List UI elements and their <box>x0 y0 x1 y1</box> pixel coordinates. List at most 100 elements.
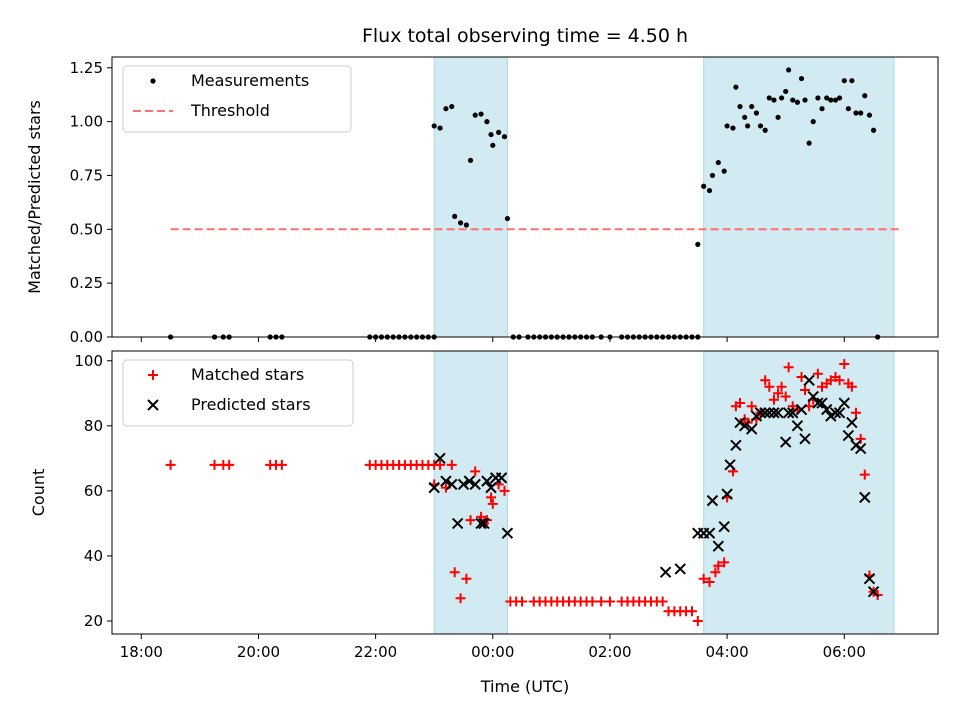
data-point <box>870 127 877 133</box>
data-point <box>760 375 771 386</box>
data-point <box>764 381 775 392</box>
data-point <box>686 606 697 617</box>
data-point <box>657 596 668 607</box>
x-tick-label: 22:00 <box>354 643 397 661</box>
data-point <box>484 119 490 125</box>
data-point <box>435 459 446 470</box>
data-point <box>816 397 828 409</box>
y-tick-label: 0.75 <box>70 166 103 184</box>
data-point <box>674 563 686 575</box>
data-point <box>713 560 724 571</box>
data-point <box>501 527 514 539</box>
data-point <box>698 573 709 584</box>
data-point <box>604 596 615 607</box>
data-point <box>746 401 757 412</box>
data-point <box>449 567 460 578</box>
data-point <box>768 394 779 405</box>
data-point <box>815 95 821 101</box>
data-point <box>446 459 457 470</box>
data-point <box>478 111 484 117</box>
data-point <box>733 84 739 90</box>
data-point <box>782 407 795 419</box>
data-point <box>475 517 487 530</box>
legend-marker <box>147 399 159 411</box>
y-tick-label: 60 <box>84 482 103 500</box>
count-panel: 20 40 60 80 100 18:00 20:00 22:00 00:00 02:00 04:0… <box>29 350 939 661</box>
y-axis-label: Count <box>29 469 48 517</box>
legend: Measurements Threshold <box>122 65 352 133</box>
y-tick-label: 0.00 <box>70 328 103 346</box>
data-point <box>504 215 511 222</box>
data-point <box>850 407 861 418</box>
data-point <box>224 459 235 470</box>
data-point <box>846 381 857 392</box>
data-point <box>443 106 449 112</box>
data-point <box>718 520 730 533</box>
data-point <box>773 388 784 399</box>
data-point <box>701 183 707 189</box>
data-point <box>766 95 772 101</box>
x-tick-label: 04:00 <box>705 643 748 661</box>
data-point <box>775 114 781 120</box>
data-point <box>799 433 811 445</box>
data-point <box>867 586 880 598</box>
axes-frame <box>111 56 939 338</box>
x-tick-label: 06:00 <box>823 643 866 661</box>
data-point <box>434 452 446 465</box>
series-matched-stars <box>165 359 883 626</box>
data-point <box>209 459 220 470</box>
data-point <box>517 596 528 607</box>
data-point <box>715 159 721 166</box>
data-point <box>754 407 767 419</box>
data-point <box>485 481 497 494</box>
data-point <box>692 615 703 626</box>
data-point <box>842 429 855 442</box>
y-axis-label: Matched/Predicted stars <box>25 100 44 294</box>
data-point <box>783 88 789 95</box>
data-point <box>428 481 440 494</box>
data-point <box>481 475 493 487</box>
data-point <box>800 385 811 396</box>
x-tick-label: 02:00 <box>588 643 631 661</box>
legend-label: Measurements <box>191 71 309 90</box>
data-point <box>461 573 472 584</box>
data-point <box>839 359 850 370</box>
data-point <box>863 572 876 585</box>
legend-marker <box>150 78 156 84</box>
data-point <box>776 381 787 392</box>
data-point <box>721 488 733 500</box>
data-point <box>824 95 830 101</box>
series-predicted-stars <box>428 374 880 598</box>
data-point <box>487 498 498 509</box>
data-point <box>771 97 777 103</box>
data-point <box>452 213 458 219</box>
data-point <box>470 466 481 477</box>
data-point <box>276 459 287 470</box>
y-tick-label: 80 <box>84 417 103 435</box>
legend-label: Predicted stars <box>191 395 311 414</box>
data-point <box>465 515 476 526</box>
data-point <box>490 142 496 148</box>
data-point <box>746 423 758 435</box>
data-point <box>810 119 816 125</box>
data-point <box>757 123 764 129</box>
data-point <box>730 439 742 452</box>
data-point <box>695 241 701 247</box>
data-point <box>866 112 873 118</box>
y-tick-label: 0.50 <box>70 220 103 238</box>
legend-box <box>122 359 354 427</box>
legend-label: Threshold <box>190 101 270 120</box>
data-point <box>457 220 464 226</box>
data-point <box>841 78 847 84</box>
data-point <box>431 123 437 129</box>
data-point <box>712 540 725 552</box>
data-point <box>858 110 864 116</box>
data-point <box>832 97 839 103</box>
data-point <box>787 407 799 419</box>
y-tick-label: 20 <box>84 612 103 630</box>
data-point <box>703 527 716 539</box>
data-point <box>803 374 815 386</box>
data-point <box>798 75 805 82</box>
data-point <box>783 362 794 373</box>
